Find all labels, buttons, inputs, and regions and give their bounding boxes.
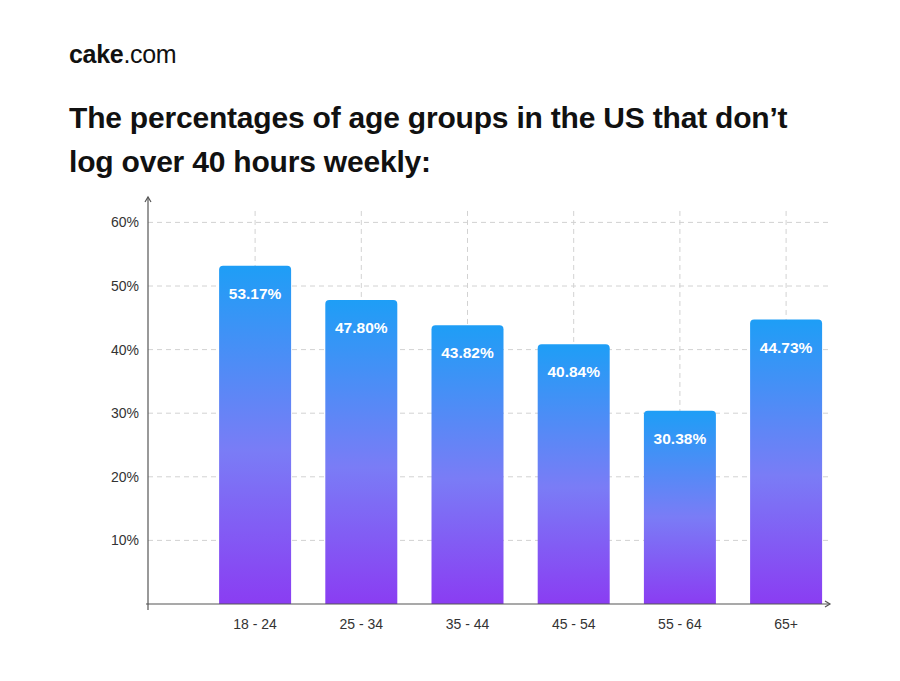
bar [219,266,291,604]
bar [538,344,610,604]
bar [644,411,716,604]
data-label: 53.17% [229,285,282,302]
title: The percentages of age groups in the US … [69,96,839,184]
y-tick-label: 10% [111,532,139,548]
brand: cake.com [69,40,176,69]
x-tick-label: 25 - 34 [340,616,384,632]
y-tick-label: 60% [111,214,139,230]
y-tick-label: 40% [111,342,139,358]
y-tick-label: 50% [111,278,139,294]
x-tick-label: 45 - 54 [552,616,596,632]
data-label: 40.84% [547,363,600,380]
y-axis [147,197,148,610]
data-label: 44.73% [760,339,813,356]
bars [219,266,822,604]
bar [325,300,397,604]
data-label: 30.38% [654,430,707,447]
bar [432,325,504,604]
y-tick-label: 30% [111,405,139,421]
x-tick-label: 18 - 24 [233,616,277,632]
data-label: 43.82% [441,344,494,361]
data-label: 47.80% [335,319,388,336]
x-tick-label: 55 - 64 [658,616,702,632]
x-tick-label: 35 - 44 [446,616,490,632]
x-tick-label: 65+ [774,616,798,632]
grid-line [148,222,830,223]
bar [750,320,822,604]
x-axis-arrow [825,601,830,607]
x-axis [146,603,830,604]
chart: 10% 20% 30% 40% 50% 60% 18 - 24 25 - 34 35 - 44 4… [0,0,900,681]
y-tick-label: 20% [111,469,139,485]
y-axis-arrow [145,197,151,202]
